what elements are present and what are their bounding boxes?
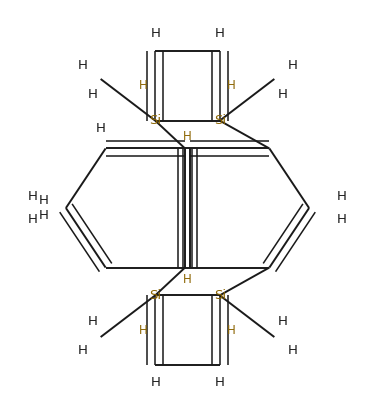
Text: H: H <box>337 190 347 203</box>
Text: H: H <box>215 376 225 389</box>
Text: H: H <box>287 344 297 357</box>
Text: H: H <box>227 79 236 92</box>
Text: H: H <box>39 194 49 206</box>
Text: H: H <box>28 190 38 203</box>
Text: Si: Si <box>149 289 161 302</box>
Text: H: H <box>183 273 192 286</box>
Text: H: H <box>215 27 225 40</box>
Text: Si: Si <box>214 114 226 127</box>
Text: H: H <box>150 376 160 389</box>
Text: H: H <box>96 122 105 135</box>
Text: H: H <box>139 324 148 336</box>
Text: H: H <box>227 324 236 336</box>
Text: Si: Si <box>149 114 161 127</box>
Text: Si: Si <box>214 289 226 302</box>
Text: H: H <box>183 130 192 143</box>
Text: H: H <box>139 79 148 92</box>
Text: H: H <box>28 214 38 227</box>
Text: H: H <box>88 88 98 101</box>
Text: H: H <box>78 59 88 71</box>
Text: H: H <box>287 59 297 71</box>
Text: H: H <box>88 315 98 328</box>
Text: H: H <box>337 214 347 227</box>
Text: H: H <box>39 209 49 222</box>
Text: H: H <box>278 88 287 101</box>
Text: H: H <box>78 344 88 357</box>
Text: H: H <box>278 315 287 328</box>
Text: H: H <box>150 27 160 40</box>
